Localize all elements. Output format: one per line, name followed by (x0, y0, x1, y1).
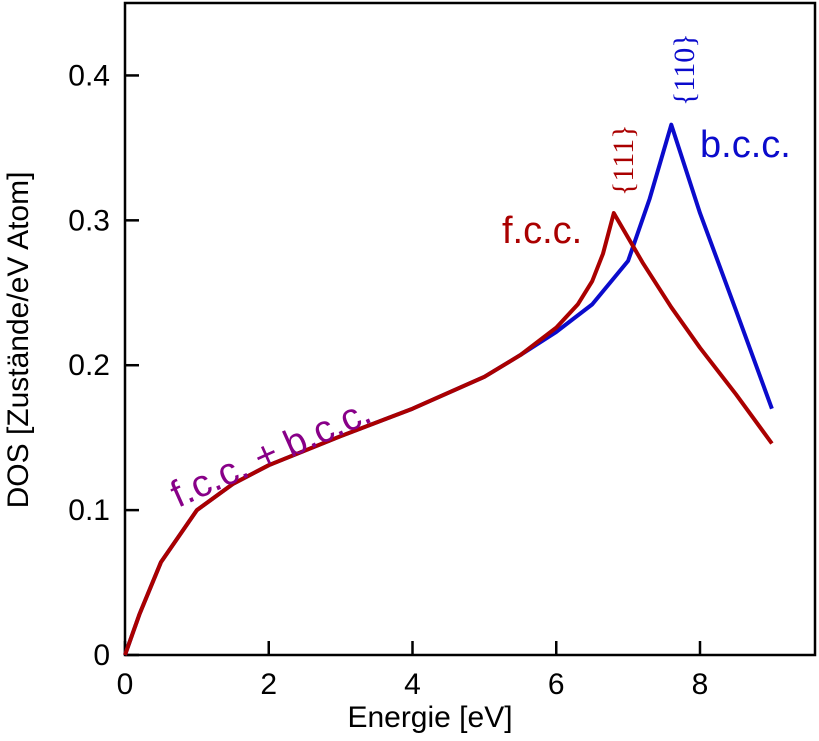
x-tick-label: 4 (404, 668, 421, 701)
plot-frame (123, 1, 817, 657)
annotation-fcc: f.c.c. (502, 210, 582, 252)
annotation-facet-110: {110} (668, 33, 701, 106)
series-line-bcc (123, 122, 774, 656)
x-axis-label: Energie [eV] (347, 701, 512, 734)
x-tick-label: 0 (117, 668, 134, 701)
x-tick-label: 6 (548, 668, 565, 701)
annotation-bcc: b.c.c. (700, 124, 791, 166)
axis-ticks: 0 2 4 6 8 0 0.1 0.2 0.3 0.4 (68, 59, 708, 701)
y-tick-label: 0.4 (68, 59, 110, 92)
annotation-facet-111: {111} (607, 124, 640, 196)
y-tick-label: 0.2 (68, 349, 110, 382)
y-tick-label: 0 (93, 639, 110, 672)
y-axis-label: DOS [Zustände/eV Atom] (2, 172, 35, 509)
series-line-fcc (123, 211, 774, 656)
x-tick-label: 8 (692, 668, 709, 701)
x-tick-label: 2 (260, 668, 277, 701)
series-lines (123, 122, 774, 656)
y-tick-label: 0.1 (68, 494, 110, 527)
annotation-fcc-bcc: f.c.c. + b.c.c. (165, 391, 378, 517)
y-tick-label: 0.3 (68, 204, 110, 237)
